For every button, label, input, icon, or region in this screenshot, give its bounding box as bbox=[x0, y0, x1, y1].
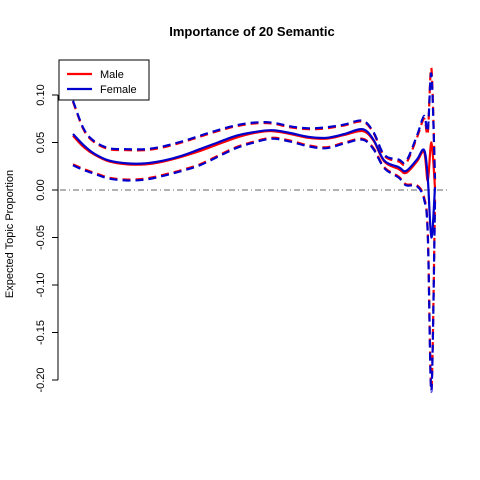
legend-label-male: Male bbox=[100, 69, 124, 81]
y-tick-label-0: 0.10 bbox=[35, 84, 47, 105]
y-tick-label-5: -0.15 bbox=[35, 320, 47, 345]
series-male-lower-ci bbox=[72, 136, 437, 391]
legend-label-female: Female bbox=[100, 84, 137, 96]
series-female bbox=[71, 72, 437, 393]
series-group bbox=[71, 67, 437, 393]
y-tick-label-1: 0.05 bbox=[35, 132, 47, 153]
chart-title: Importance of 20 Semantic bbox=[169, 24, 334, 39]
series-male bbox=[71, 67, 437, 391]
y-tick-label-6: -0.20 bbox=[35, 367, 47, 392]
legend: Male Female bbox=[58, 59, 150, 101]
y-tick-label-2: 0.00 bbox=[35, 179, 47, 200]
y-tick-label-4: -0.10 bbox=[35, 272, 47, 297]
legend-box bbox=[58, 59, 150, 101]
series-female-estimate bbox=[72, 127, 437, 239]
y-tick-label-3: -0.05 bbox=[35, 225, 47, 250]
series-female-upper-ci bbox=[71, 72, 437, 179]
series-female-lower-ci bbox=[72, 137, 437, 393]
y-axis: 0.10 0.05 0.00 -0.05 -0.10 -0.15 -0.20 bbox=[35, 84, 59, 393]
y-axis-label: Expected Topic Proportion bbox=[4, 170, 16, 298]
